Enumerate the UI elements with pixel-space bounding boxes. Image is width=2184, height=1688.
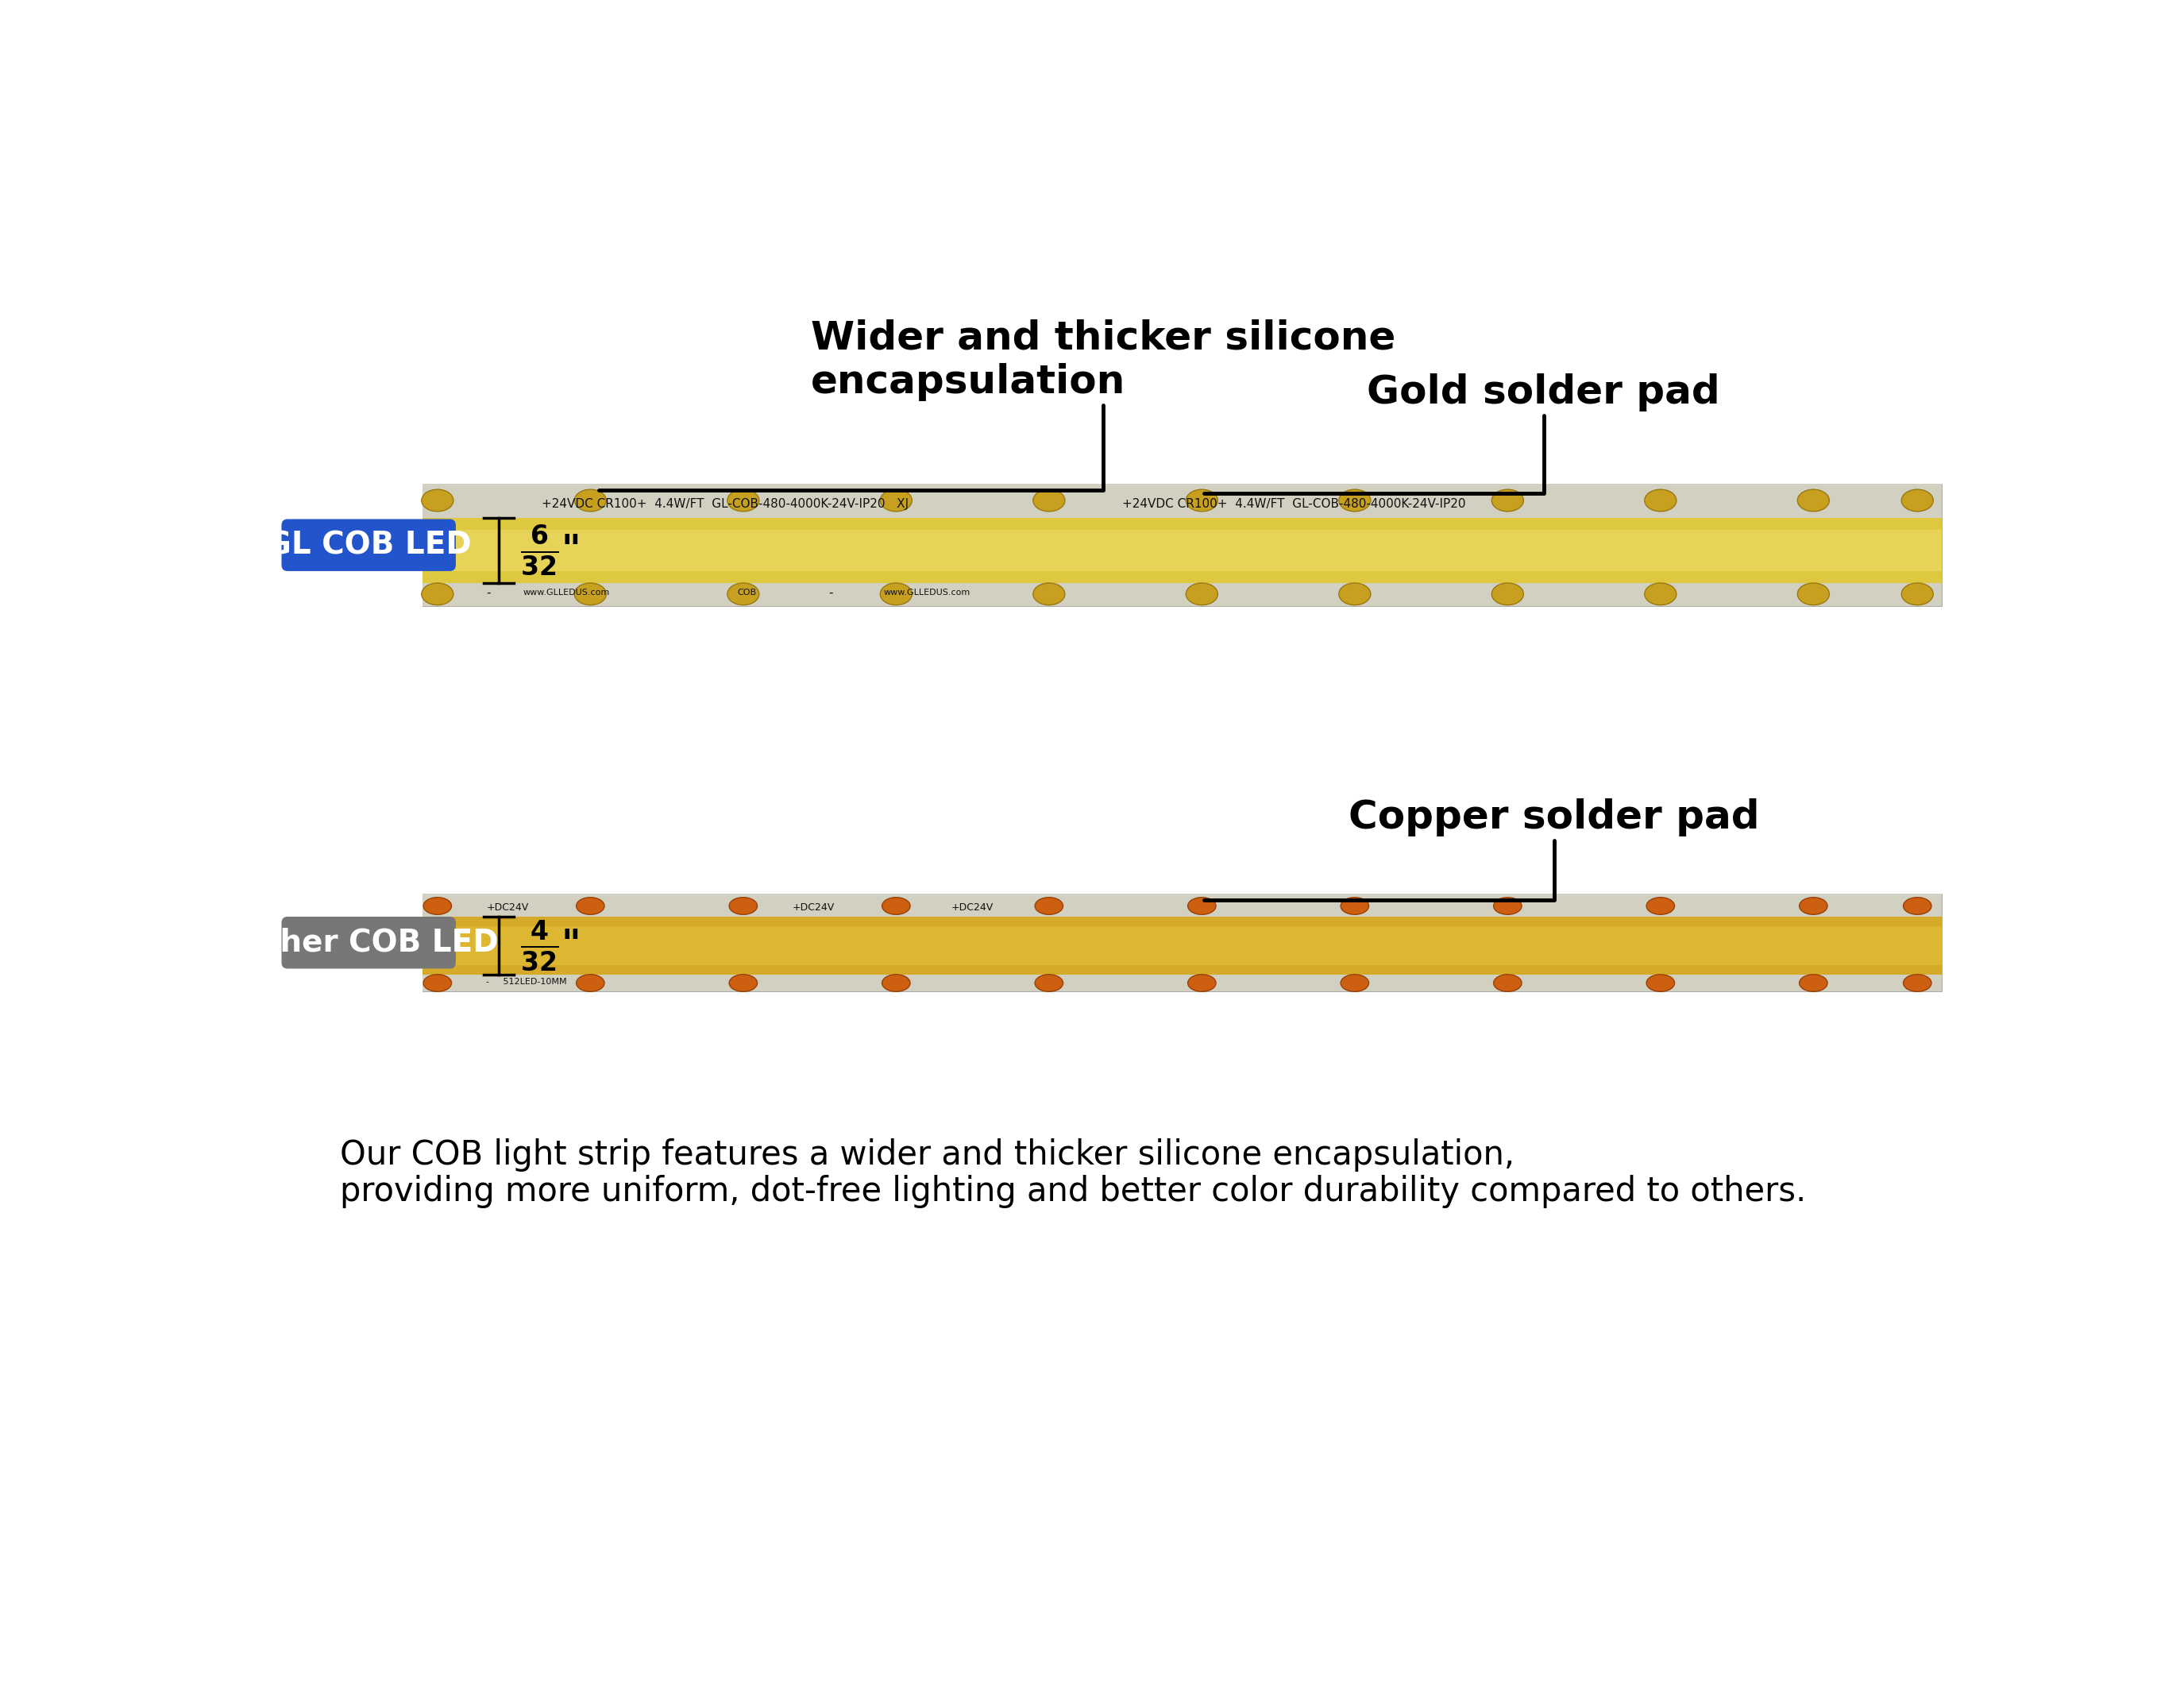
Text: GL COB LED: GL COB LED	[266, 530, 472, 560]
Text: Wider and thicker silicone
encapsulation: Wider and thicker silicone encapsulation	[598, 319, 1396, 490]
Ellipse shape	[1902, 974, 1931, 991]
Ellipse shape	[1494, 898, 1522, 915]
Ellipse shape	[574, 490, 607, 511]
Ellipse shape	[727, 490, 760, 511]
Ellipse shape	[880, 490, 913, 511]
Ellipse shape	[1188, 898, 1216, 915]
FancyBboxPatch shape	[282, 520, 456, 571]
Ellipse shape	[1800, 974, 1828, 991]
Ellipse shape	[882, 898, 911, 915]
Ellipse shape	[729, 974, 758, 991]
Text: -     512LED-10MM: - 512LED-10MM	[487, 977, 568, 986]
Ellipse shape	[577, 974, 605, 991]
Ellipse shape	[422, 490, 454, 511]
Bar	[422, 484, 1942, 518]
Ellipse shape	[424, 898, 452, 915]
Ellipse shape	[424, 974, 452, 991]
Text: $\mathbf{\frac{6}{32}}$": $\mathbf{\frac{6}{32}}$"	[520, 523, 579, 577]
Ellipse shape	[1902, 582, 1933, 604]
Ellipse shape	[1645, 490, 1677, 511]
Ellipse shape	[1035, 974, 1064, 991]
Bar	[422, 917, 1942, 974]
FancyBboxPatch shape	[282, 917, 456, 969]
Text: Copper solder pad: Copper solder pad	[1203, 798, 1760, 900]
Ellipse shape	[1339, 582, 1372, 604]
Ellipse shape	[422, 582, 454, 604]
Text: +24VDC CR100+  4.4W/FT  GL-COB-480-4000K-24V-IP20   XJ: +24VDC CR100+ 4.4W/FT GL-COB-480-4000K-2…	[542, 498, 909, 510]
Text: -: -	[487, 587, 491, 599]
Text: Gold solder pad: Gold solder pad	[1203, 373, 1721, 493]
Ellipse shape	[1647, 974, 1675, 991]
Text: +DC24V: +DC24V	[487, 901, 529, 912]
Ellipse shape	[1494, 974, 1522, 991]
Bar	[422, 582, 1942, 606]
Ellipse shape	[1035, 898, 1064, 915]
Text: www.GLLEDUS.com: www.GLLEDUS.com	[524, 589, 609, 598]
Ellipse shape	[882, 974, 911, 991]
Ellipse shape	[1188, 974, 1216, 991]
Ellipse shape	[1902, 490, 1933, 511]
Text: COB: COB	[736, 589, 756, 598]
Ellipse shape	[1902, 898, 1931, 915]
Ellipse shape	[1492, 490, 1524, 511]
Ellipse shape	[1492, 582, 1524, 604]
Text: www.GLLEDUS.com: www.GLLEDUS.com	[885, 589, 970, 598]
Text: +24VDC CR100+  4.4W/FT  GL-COB-480-4000K-24V-IP20: +24VDC CR100+ 4.4W/FT GL-COB-480-4000K-2…	[1123, 498, 1465, 510]
Bar	[422, 893, 1942, 917]
Ellipse shape	[1341, 974, 1369, 991]
Ellipse shape	[1341, 898, 1369, 915]
Ellipse shape	[1186, 490, 1219, 511]
Ellipse shape	[574, 582, 607, 604]
Text: +DC24V: +DC24V	[952, 901, 994, 912]
Bar	[422, 530, 1942, 571]
Ellipse shape	[729, 898, 758, 915]
Ellipse shape	[1645, 582, 1677, 604]
Text: Other COB LED: Other COB LED	[238, 928, 498, 957]
Text: Our COB light strip features a wider and thicker silicone encapsulation,: Our COB light strip features a wider and…	[341, 1138, 1514, 1171]
Bar	[422, 974, 1942, 991]
Bar	[422, 484, 1942, 606]
Ellipse shape	[727, 582, 760, 604]
Text: providing more uniform, dot-free lighting and better color durability compared t: providing more uniform, dot-free lightin…	[341, 1175, 1806, 1209]
Ellipse shape	[1647, 898, 1675, 915]
Ellipse shape	[1033, 582, 1066, 604]
Ellipse shape	[577, 898, 605, 915]
Text: -: -	[830, 587, 832, 599]
Ellipse shape	[1186, 582, 1219, 604]
Text: $\mathbf{\frac{4}{32}}$": $\mathbf{\frac{4}{32}}$"	[520, 918, 579, 972]
Ellipse shape	[1033, 490, 1066, 511]
Ellipse shape	[1800, 898, 1828, 915]
Ellipse shape	[880, 582, 913, 604]
Text: +DC24V: +DC24V	[793, 901, 834, 912]
Ellipse shape	[1797, 582, 1830, 604]
Bar	[422, 893, 1942, 991]
Bar	[422, 518, 1942, 582]
Ellipse shape	[1797, 490, 1830, 511]
Bar	[422, 927, 1942, 966]
Ellipse shape	[1339, 490, 1372, 511]
